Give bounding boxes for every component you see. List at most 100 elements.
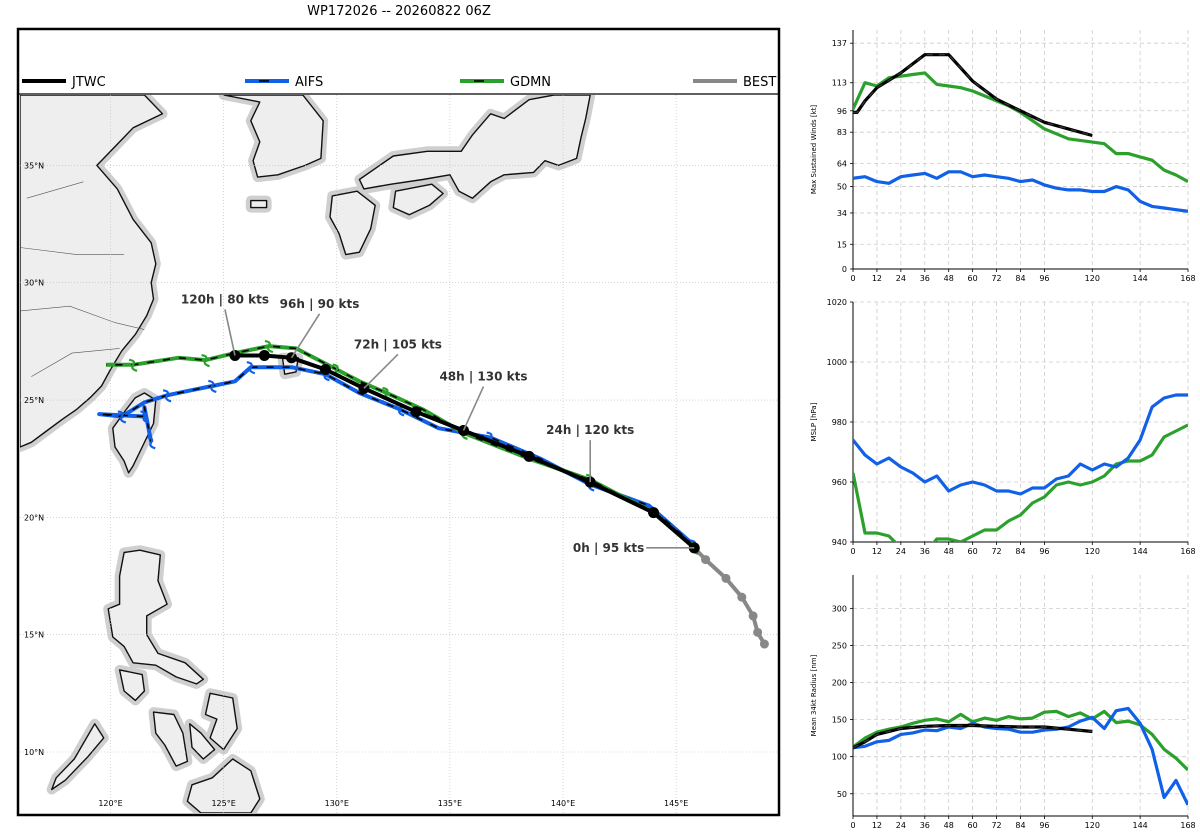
lon-tick-label: 120°E xyxy=(98,799,122,808)
cebu-bohol-coast xyxy=(189,723,216,760)
label-leader xyxy=(462,386,485,431)
y-tick-label: 64 xyxy=(837,160,847,169)
province-border xyxy=(26,181,84,199)
x-tick-label: 96 xyxy=(1039,821,1049,830)
lat-tick-label: 25°N xyxy=(24,396,44,405)
x-tick-label: 120 xyxy=(1085,547,1100,556)
japan-honshu-coast xyxy=(358,95,591,199)
x-tick-label: 60 xyxy=(968,547,978,556)
gdmn-series-line xyxy=(853,423,1188,542)
x-tick-label: 0 xyxy=(850,821,855,830)
forecast-label: 48h | 130 kts xyxy=(439,370,527,384)
x-tick-label: 60 xyxy=(968,821,978,830)
x-tick-label: 0 xyxy=(850,547,855,556)
y-tick-label: 113 xyxy=(832,79,847,88)
y-axis-label: Mean 34kt Radius [nm] xyxy=(810,654,818,736)
legend-label-best: BEST xyxy=(743,75,776,90)
forecast-label: 120h | 80 kts xyxy=(181,292,269,306)
figure-title: WP172026 -- 20260822 06Z xyxy=(307,4,491,19)
x-tick-label: 12 xyxy=(872,547,882,556)
jtwc-track-point xyxy=(523,450,535,462)
lat-tick-label: 10°N xyxy=(24,748,44,757)
samar-leyte-coast xyxy=(204,692,238,751)
y-axis-label: Max Sustained Winds [kt] xyxy=(810,105,818,195)
label-leader xyxy=(224,309,236,356)
gdmn-storm-symbol xyxy=(264,339,274,354)
x-tick-label: 84 xyxy=(1015,547,1025,556)
aifs-storm-symbol xyxy=(162,389,172,403)
best-track-point xyxy=(759,639,769,649)
best-track-point xyxy=(701,555,711,565)
province-border xyxy=(20,247,125,255)
lat-tick-label: 20°N xyxy=(24,513,44,522)
jtwc-series-dash xyxy=(853,724,1093,749)
panel-series xyxy=(853,393,1188,542)
x-tick-label: 144 xyxy=(1133,821,1148,830)
lon-tick-label: 145°E xyxy=(664,799,688,808)
y-tick-label: 1020 xyxy=(827,298,847,307)
aifs-series-line xyxy=(853,393,1188,496)
x-tick-label: 0 xyxy=(850,274,855,283)
aifs-series-line xyxy=(853,706,1188,806)
x-tick-label: 168 xyxy=(1180,274,1195,283)
y-tick-label: 137 xyxy=(832,39,847,48)
legend-label-aifs: AIFS xyxy=(295,75,323,90)
y-tick-label: 0 xyxy=(842,265,847,274)
panel-series xyxy=(853,53,1188,213)
y-tick-label: 50 xyxy=(837,183,847,192)
x-tick-label: 12 xyxy=(872,821,882,830)
y-tick-label: 100 xyxy=(832,753,847,762)
lat-tick-label: 15°N xyxy=(24,631,44,640)
japan-shikoku-coast xyxy=(392,183,444,216)
aifs-storm-symbol xyxy=(147,436,156,450)
best-track-point xyxy=(721,573,731,583)
map-legend: JTWC AIFS GDMN BEST xyxy=(22,75,776,90)
x-tick-label: 120 xyxy=(1085,821,1100,830)
forecast-label: 0h | 95 kts xyxy=(573,541,644,555)
x-tick-label: 84 xyxy=(1015,821,1025,830)
x-tick-label: 36 xyxy=(920,821,930,830)
x-tick-label: 60 xyxy=(968,274,978,283)
province-border xyxy=(31,348,120,377)
gdmn-series-line xyxy=(853,709,1188,772)
y-tick-label: 200 xyxy=(832,679,847,688)
x-tick-label: 168 xyxy=(1180,821,1195,830)
forecast-label: 96h | 90 kts xyxy=(280,297,360,311)
best-track-point xyxy=(753,627,763,637)
label-leader xyxy=(363,353,399,389)
y-tick-label: 300 xyxy=(832,604,847,613)
y-tick-label: 150 xyxy=(832,716,847,725)
legend-label-jtwc: JTWC xyxy=(71,75,106,90)
lat-tick-label: 30°N xyxy=(24,279,44,288)
x-tick-label: 24 xyxy=(896,547,906,556)
lon-tick-label: 135°E xyxy=(438,799,462,808)
x-tick-label: 96 xyxy=(1039,547,1049,556)
gdmn-storm-symbol xyxy=(128,358,138,372)
tracks xyxy=(97,339,769,649)
aifs-storm-symbol xyxy=(208,379,217,394)
forecast-label: 24h | 120 kts xyxy=(546,423,634,437)
lat-tick-label: 35°N xyxy=(24,161,44,170)
gdmn-track-dash xyxy=(106,345,695,549)
korea-coast xyxy=(222,95,324,178)
y-axis-label: MSLP [hPa] xyxy=(810,402,818,441)
land-layer xyxy=(20,95,596,813)
y-tick-label: 96 xyxy=(837,107,847,116)
x-tick-label: 120 xyxy=(1085,274,1100,283)
jeju-coast xyxy=(250,199,268,209)
aifs-storm-symbol xyxy=(246,361,256,375)
mslp-panel: 0 12 24 36 48 60 72 84 96 120 144 168 940 960 980 1000 1… xyxy=(810,298,1196,556)
y-tick-label: 980 xyxy=(832,418,847,427)
max-winds-panel: 0 12 24 36 48 60 72 84 96 120 144 168 0 15 34 50 64 83 96 1… xyxy=(810,30,1196,283)
track-map: 120°E 125°E 130°E 135°E 140°E 145°E 10°N 15°N 20… xyxy=(16,27,781,817)
label-leader xyxy=(290,313,321,359)
jtwc-track-point xyxy=(410,406,422,418)
lon-tick-label: 125°E xyxy=(211,799,235,808)
panel-series xyxy=(853,706,1188,806)
jtwc-track-dash xyxy=(235,354,695,549)
x-tick-label: 36 xyxy=(920,274,930,283)
panay-negros-coast xyxy=(152,711,189,767)
forecast-label: 72h | 105 kts xyxy=(354,337,442,351)
china-coast-coast xyxy=(20,95,164,448)
wind-radius-panel: 0 12 24 36 48 60 72 84 96 120 144 168 50 100 150 200 250… xyxy=(810,575,1196,830)
